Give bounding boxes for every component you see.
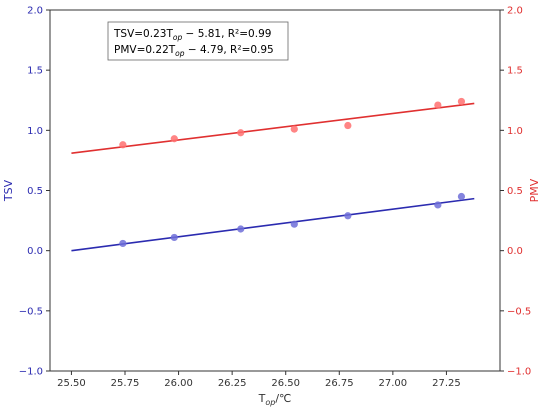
data-point-1 [344,121,352,130]
x-axis-title: Top/℃ [258,392,292,407]
fit-line-0 [71,197,475,252]
x-tick-label: 25.75 [111,378,140,389]
annotation-rest: − 4.79, R²=0.95 [185,44,274,56]
axis-titles: Top/℃ TSV PMV [2,178,541,407]
data-point-1 [237,129,245,137]
fit-lines [71,102,475,252]
annotation-rest: − 5.81, R²=0.99 [182,28,271,40]
annotation-subscript: op [175,49,185,58]
y-left-axis-title: TSV [2,179,15,202]
plot-frame [46,9,504,375]
x-axis-title-subscript: op [265,398,275,407]
y-left-tick-label: 1.5 [27,66,43,77]
x-tick-label: 26.25 [218,378,247,389]
y-right-tick-label: −1.0 [507,367,531,378]
x-tick-label: 26.00 [164,378,193,389]
data-point-1 [290,125,298,133]
data-point-1 [170,135,178,143]
x-tick-label: 25.50 [57,378,86,389]
annotation-text: PMV=0.22Top − 4.79, R²=0.95 [114,44,274,58]
data-point-0 [237,225,245,233]
y-left-tick-label: 0.5 [27,186,43,197]
annotation-main: TSV=0.23T [113,28,173,40]
annotation-subscript: op [173,33,183,42]
y-left-tick-label: 2.0 [27,6,43,17]
x-tick-label: 26.50 [271,378,300,389]
data-point-0 [290,220,298,228]
y-right-tick-label: −0.5 [507,306,531,317]
data-point-0 [170,233,178,242]
annotation-box [107,21,289,61]
data-point-1 [434,101,442,109]
y-right-tick-label: 1.0 [507,126,523,137]
tick-labels: 25.50 25.75 26.00 26.25 26.50 26.75 27.00 27.25… [19,6,532,390]
annotation-main: PMV=0.22T [114,44,176,56]
y-left-tick-label: −0.5 [19,306,43,317]
plot-area-border [49,9,501,372]
x-tick-label: 27.00 [379,378,408,389]
data-point-0 [434,201,442,209]
x-axis-title-main: T [258,392,266,405]
y-right-tick-label: 1.5 [507,66,523,77]
data-point-0 [119,239,127,248]
y-right-tick-label: 0.0 [507,246,523,257]
y-right-axis-title: PMV [528,178,541,202]
data-point-1 [457,97,466,106]
data-points [119,97,466,248]
x-axis-title-unit: /℃ [275,392,291,405]
y-right-tick-label: 2.0 [507,6,523,17]
data-point-1 [119,141,127,149]
x-tick-label: 27.25 [432,378,461,389]
data-point-0 [457,192,466,201]
fit-line-1 [71,102,475,154]
y-right-tick-label: 0.5 [507,186,523,197]
y-left-tick-label: 0.0 [27,246,43,257]
data-point-0 [344,212,352,220]
y-left-tick-label: 1.0 [27,126,43,137]
y-left-tick-label: −1.0 [19,367,43,378]
annotation-text: TSV=0.23Top − 5.81, R²=0.99 [113,28,271,42]
x-tick-label: 26.75 [325,378,354,389]
